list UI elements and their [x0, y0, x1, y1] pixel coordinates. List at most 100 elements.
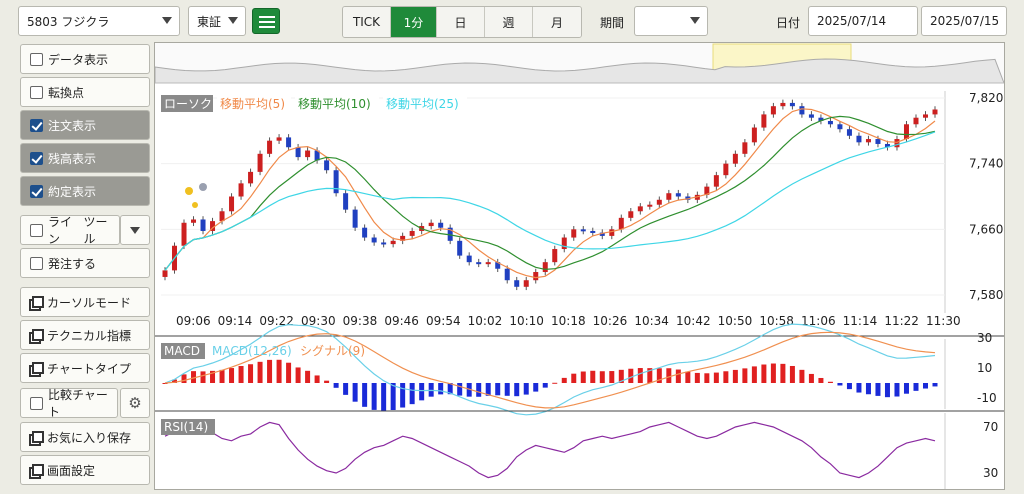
data-display-toggle[interactable]: データ表示 [20, 44, 150, 74]
chart-area[interactable]: 7,820 7,740 7,660 7,580 ローソク 移動平均(5) 移動平均(10) 移… [154, 42, 1005, 490]
macd-histogram-bar [894, 383, 900, 397]
macd-histogram-bar [552, 382, 558, 384]
macd-histogram-bar [723, 371, 729, 383]
macd-histogram-bar [761, 364, 767, 383]
candle [267, 140, 273, 154]
macd-histogram-bar [922, 383, 928, 389]
date-from-input[interactable]: 2025/07/14 [808, 6, 918, 36]
execution-display-toggle[interactable]: 約定表示 [20, 176, 150, 206]
chart-type-button[interactable]: チャートタイプ [20, 353, 150, 383]
macd-histogram-bar [238, 366, 244, 383]
candle [181, 222, 187, 246]
macd-line [164, 323, 936, 416]
macd-histogram-bar [438, 383, 444, 395]
candle [590, 230, 596, 233]
order-toggle[interactable]: 発注する [20, 248, 150, 278]
checkbox-icon [30, 396, 43, 410]
candle [495, 262, 501, 269]
checkbox-icon [30, 85, 43, 99]
date-to-input[interactable]: 2025/07/15 [921, 6, 1007, 36]
time-tick-label: 10:10 [509, 314, 544, 328]
line-tool-label: ライン [48, 215, 73, 246]
line-tool-dropdown[interactable] [120, 215, 150, 245]
period-select[interactable] [634, 6, 708, 36]
candle [685, 196, 691, 200]
time-tick-label: 10:26 [593, 314, 628, 328]
macd-histogram-bar [656, 368, 662, 383]
macd-histogram-bar [504, 383, 510, 396]
tab-1min[interactable]: 1分 [391, 7, 437, 37]
execution-display-label: 約定表示 [48, 184, 97, 199]
rsi-tick-label: 70 [983, 420, 998, 434]
candle [238, 183, 244, 197]
gear-icon[interactable]: ⚙ [120, 388, 150, 418]
legend-bg [217, 95, 291, 112]
market-select[interactable]: 東証 [188, 6, 246, 36]
tab-week[interactable]: 週 [485, 7, 533, 37]
candle [666, 193, 672, 200]
candle [580, 229, 586, 232]
save-favorite-button[interactable]: お気に入り保存 [20, 422, 150, 452]
candle [618, 217, 624, 230]
execution-marker [185, 187, 193, 195]
macd-tick-label: 10 [977, 361, 992, 375]
candle [390, 240, 396, 245]
order-display-toggle[interactable]: 注文表示 [20, 110, 150, 140]
price-tick-label: 7,740 [969, 157, 1003, 171]
line-tool-toggle[interactable]: ライン ツール [20, 215, 120, 246]
macd-histogram-bar [257, 361, 263, 383]
macd-histogram-bar [286, 362, 292, 383]
cursor-mode-button[interactable]: カーソルモード [20, 287, 150, 317]
period-label: 期間 [600, 16, 625, 30]
candle [742, 142, 748, 154]
candle [447, 227, 453, 241]
macd-histogram-bar [381, 383, 387, 411]
candle [362, 227, 368, 238]
candle [276, 137, 282, 141]
macd-histogram-bar [799, 369, 805, 383]
macd-histogram-bar [447, 383, 453, 395]
tab-tick[interactable]: TICK [343, 7, 391, 37]
candle [865, 139, 871, 143]
candle [894, 139, 900, 148]
candle [504, 268, 510, 281]
macd-histogram-bar [248, 364, 254, 383]
toolbar: 5803 フジクラ 東証 TICK 1分 日 週 月 期間 日付 2025/07… [0, 0, 1024, 42]
legend-swatch [161, 343, 205, 359]
chart-svg[interactable]: 7,820 7,740 7,660 7,580 ローソク 移動平均(5) 移動平均(10) 移… [154, 43, 1005, 489]
candle [846, 129, 852, 136]
rsi-line [164, 419, 936, 479]
macd-histogram-bar [875, 383, 881, 396]
ma25-line [164, 131, 936, 271]
stock-select-value: 5803 フジクラ [27, 14, 110, 29]
macd-histogram-bar [390, 383, 396, 411]
macd-histogram-bar [333, 383, 339, 388]
price-legend-item: 移動平均(10) [298, 97, 371, 111]
tab-day[interactable]: 日 [437, 7, 485, 37]
macd-tick-label: -10 [977, 391, 997, 405]
macd-histogram-bar [419, 383, 425, 401]
time-tick-label: 10:42 [676, 314, 711, 328]
time-tick-label: 10:34 [634, 314, 669, 328]
macd-histogram-bar [561, 377, 567, 383]
price-tick-label: 7,660 [969, 222, 1003, 236]
window-icon [29, 362, 44, 377]
tab-month[interactable]: 月 [533, 7, 581, 37]
macd-histogram-bar [675, 369, 681, 383]
macd-histogram-bar [514, 383, 520, 397]
macd-legend-item: MACD(12,26) [212, 344, 292, 358]
stock-select[interactable]: 5803 フジクラ [18, 6, 180, 36]
screen-settings-button[interactable]: 画面設定 [20, 455, 150, 485]
time-tick-label: 10:02 [468, 314, 503, 328]
macd-histogram-bar [210, 370, 216, 383]
compare-chart-toggle[interactable]: 比較チャート [20, 388, 118, 419]
list-icon[interactable] [252, 8, 280, 34]
order-label: 発注する [48, 256, 97, 271]
price-tick-label: 7,580 [969, 288, 1003, 302]
position-display-toggle[interactable]: 残高表示 [20, 143, 150, 173]
technical-button[interactable]: テクニカル指標 [20, 320, 150, 350]
macd-histogram-bar [371, 383, 377, 410]
turning-point-toggle[interactable]: 転換点 [20, 77, 150, 107]
time-tick-label: 11:30 [926, 314, 961, 328]
macd-histogram-bar [229, 368, 235, 383]
